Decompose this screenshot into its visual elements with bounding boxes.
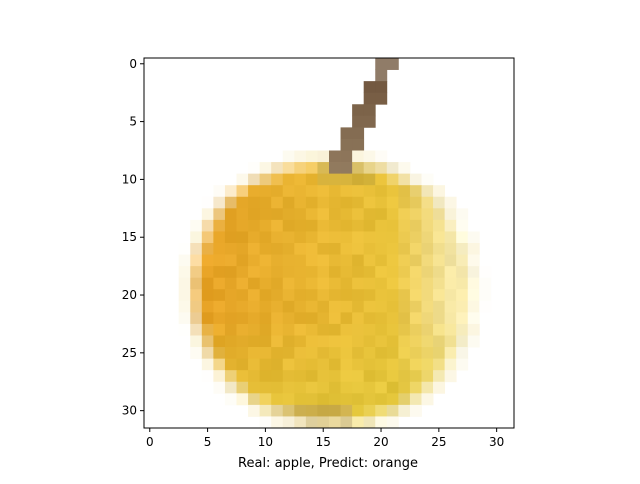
- x-axis: 0 5 10 15 20 25 30: [146, 428, 504, 449]
- apple-image: [144, 58, 514, 428]
- x-tick-label: 5: [204, 435, 212, 449]
- x-tick-label: 25: [431, 435, 446, 449]
- x-tick-label: 30: [489, 435, 504, 449]
- x-tick-label: 10: [258, 435, 273, 449]
- y-tick-label: 15: [122, 230, 137, 244]
- figure-caption: Real: apple, Predict: orange: [238, 456, 418, 471]
- y-tick-label: 10: [122, 172, 137, 186]
- x-tick-label: 15: [316, 435, 331, 449]
- y-tick-label: 5: [129, 115, 137, 129]
- y-tick-label: 0: [129, 57, 137, 71]
- x-tick-label: 20: [373, 435, 388, 449]
- y-tick-label: 30: [122, 404, 137, 418]
- x-tick-label: 0: [146, 435, 154, 449]
- y-tick-label: 25: [122, 346, 137, 360]
- y-axis: 0 5 10 15 20 25 30: [122, 57, 144, 418]
- y-tick-label: 20: [122, 288, 137, 302]
- axes-frame: [143, 57, 515, 429]
